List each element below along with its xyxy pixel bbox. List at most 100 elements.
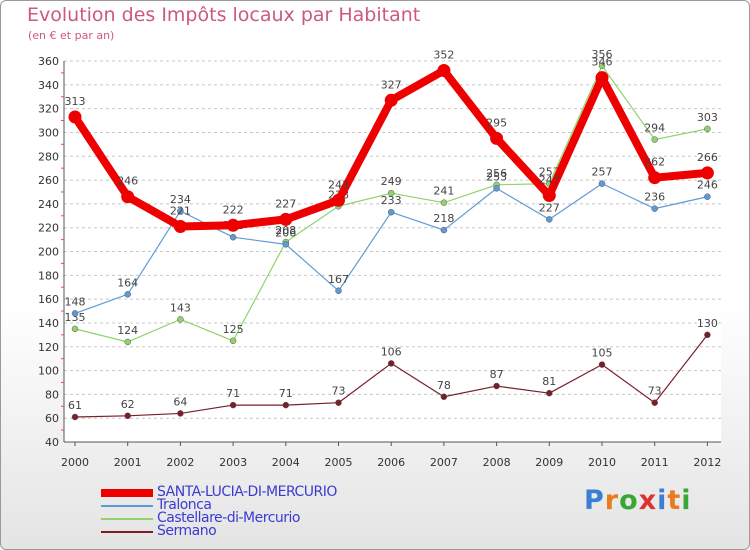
chart-subtitle: (en € et par an): [28, 29, 115, 42]
data-label: 352: [433, 49, 454, 62]
data-point: [700, 166, 714, 180]
data-point: [651, 399, 658, 406]
data-label: 266: [697, 151, 718, 164]
data-point: [71, 413, 79, 421]
data-label: 236: [644, 191, 665, 204]
data-point: [387, 360, 395, 367]
y-tick-label: 200: [38, 246, 59, 259]
legend-item: SANTA-LUCIA-DI-MERCURIO: [101, 484, 401, 500]
data-label: 78: [437, 379, 451, 392]
x-tick-label: 2004: [272, 456, 300, 469]
data-label: 234: [170, 193, 191, 206]
data-point: [332, 193, 345, 207]
y-tick-label: 320: [38, 103, 59, 116]
data-label: 246: [117, 175, 138, 188]
x-tick-label: 2000: [61, 456, 89, 469]
data-point: [651, 136, 658, 143]
data-point: [387, 208, 395, 216]
data-point: [598, 180, 606, 187]
data-point: [68, 110, 82, 124]
data-label: 64: [173, 395, 187, 408]
data-label: 164: [117, 276, 138, 289]
y-tick-label: 240: [38, 198, 59, 211]
logo-letter: P: [584, 485, 605, 516]
data-label: 71: [226, 387, 240, 400]
legend-swatch: [101, 505, 153, 507]
data-label: 124: [117, 324, 138, 337]
data-label: 130: [697, 317, 718, 330]
data-label: 218: [433, 212, 454, 225]
data-point: [177, 410, 184, 417]
logo-letter: x: [638, 485, 658, 516]
data-point: [229, 337, 237, 345]
data-label: 256: [486, 167, 507, 180]
data-point: [598, 361, 606, 368]
data-label: 221: [170, 204, 191, 217]
data-point: [387, 189, 395, 197]
y-tick-label: 120: [38, 341, 59, 354]
legend-swatch: [101, 489, 153, 497]
x-tick-label: 2002: [166, 456, 194, 469]
data-label: 87: [490, 368, 504, 381]
data-point: [651, 205, 658, 212]
data-point: [493, 185, 500, 192]
data-point: [546, 216, 553, 223]
x-tick-label: 2008: [483, 456, 511, 469]
data-point: [177, 316, 184, 323]
data-label: 262: [644, 156, 665, 169]
logo-letter: t: [667, 485, 682, 516]
data-point: [437, 64, 451, 78]
data-point: [282, 241, 290, 248]
data-point: [335, 287, 342, 295]
data-label: 253: [486, 170, 507, 183]
x-tick-label: 2011: [641, 456, 669, 469]
y-tick-label: 360: [38, 55, 59, 68]
y-tick-label: 180: [38, 269, 59, 282]
series-santa-lucia-di-mercurio: 313 246 221 222 227 243 327 352 295 247 346 262 266: [65, 49, 718, 233]
data-label: 167: [328, 273, 349, 286]
data-point: [542, 189, 556, 203]
series-sermano: 61 62 64 71 71 73 106 78 87 81 105 73 130: [68, 317, 718, 421]
data-point: [71, 325, 79, 333]
logo-letter: r: [604, 485, 620, 516]
data-point: [282, 401, 290, 409]
data-label: 227: [539, 201, 560, 214]
data-point: [440, 226, 448, 234]
data-point: [704, 331, 711, 339]
legend-label: Castellare-di-Mercurio: [157, 510, 300, 526]
data-label: 327: [381, 78, 402, 91]
data-label: 246: [697, 179, 718, 192]
data-label: 206: [275, 226, 296, 239]
data-label: 125: [223, 323, 244, 336]
chart-title: Evolution des Impôts locaux par Habitant: [27, 4, 421, 26]
data-point: [279, 212, 293, 226]
data-label: 243: [328, 178, 349, 191]
data-label: 346: [592, 56, 613, 69]
x-tick-label: 2009: [535, 456, 563, 469]
data-point: [704, 193, 711, 200]
data-point: [226, 218, 240, 232]
data-point: [71, 310, 79, 317]
data-label: 241: [433, 185, 454, 198]
data-label: 257: [592, 166, 613, 179]
data-label: 73: [648, 385, 662, 398]
x-tick-label: 2007: [430, 456, 458, 469]
data-point: [546, 389, 553, 397]
x-tick-label: 2010: [588, 456, 616, 469]
y-tick-label: 60: [45, 412, 59, 425]
x-tick-label: 2005: [325, 456, 353, 469]
data-label: 222: [223, 203, 244, 216]
x-tick-label: 2012: [693, 456, 721, 469]
data-point: [229, 401, 237, 409]
logo-letter: o: [619, 485, 639, 516]
data-label: 61: [68, 399, 82, 412]
data-label: 303: [697, 111, 718, 124]
y-tick-label: 220: [38, 222, 59, 235]
legend-swatch: [101, 531, 153, 533]
data-point: [335, 399, 342, 406]
series-tralonca: 148164234212206167233218253227257236246: [65, 166, 718, 317]
data-label: 249: [381, 175, 402, 188]
y-tick-label: 80: [45, 388, 59, 401]
